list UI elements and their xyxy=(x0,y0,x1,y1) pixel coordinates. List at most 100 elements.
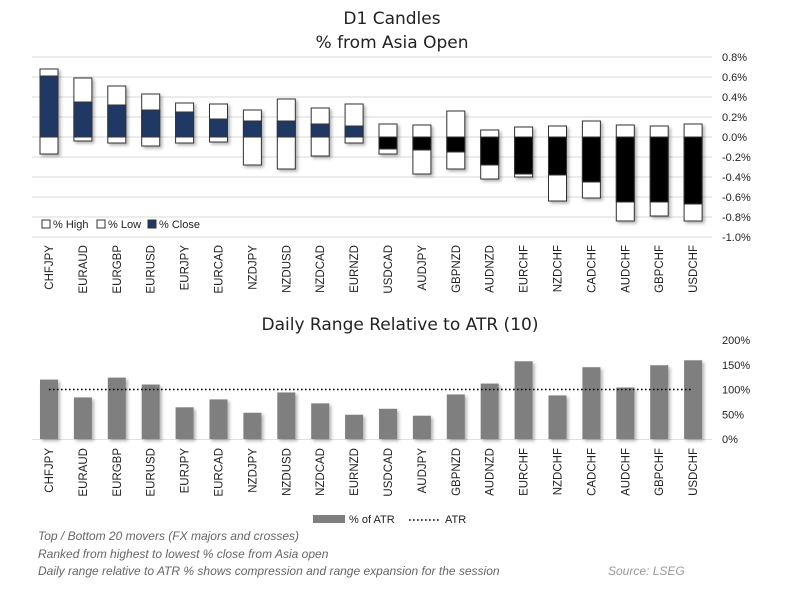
x-tick-label: EURJPY xyxy=(180,448,192,494)
legend-low-label: % Low xyxy=(108,219,141,231)
x-tick-label: GBPNZD xyxy=(451,245,463,293)
candle-close-body xyxy=(378,136,398,150)
candle-close-body xyxy=(514,136,534,175)
x-tick-label: NZDCHF xyxy=(553,245,565,292)
x-tick-label: NZDCHF xyxy=(553,448,565,495)
x-tick-label: GBPCHF xyxy=(654,245,666,293)
x-tick-label: EURCHF xyxy=(519,448,531,496)
y-tick-label: 200% xyxy=(722,335,750,347)
x-tick-label: CADCHF xyxy=(586,448,598,496)
candle-close-body xyxy=(175,111,195,138)
atr-bar xyxy=(480,383,499,439)
x-tick-label: CHFJPY xyxy=(44,245,56,290)
atr-bar xyxy=(684,360,703,439)
candle-close-body xyxy=(581,136,601,183)
x-tick-label: EURNZD xyxy=(349,245,361,293)
atr-x-axis: CHFJPY EURAUD EURGBP EURUSD EURJPY EURCAD NZDJ… xyxy=(44,448,700,497)
y-tick-label: 0.2% xyxy=(722,112,747,124)
atr-bar xyxy=(141,384,160,439)
y-tick-label: -0.2% xyxy=(722,152,751,164)
legend-high-swatch xyxy=(41,219,51,229)
candle-close-body xyxy=(107,104,127,138)
candles-legend: % High % Low % Close xyxy=(41,219,200,231)
legend-low-swatch xyxy=(96,219,106,229)
atr-bar xyxy=(616,387,635,439)
atr-bar xyxy=(650,365,669,439)
x-tick-label: NZDJPY xyxy=(247,245,259,290)
x-tick-label: NZDJPY xyxy=(247,448,259,493)
x-tick-label: USDCHF xyxy=(688,448,700,496)
x-tick-label: AUDCHF xyxy=(620,245,632,293)
atr-bar xyxy=(582,367,601,439)
candle-close-body xyxy=(141,109,161,138)
y-tick-label: -1.0% xyxy=(722,232,751,244)
x-tick-label: USDCHF xyxy=(688,245,700,293)
candles-title: D1 Candles xyxy=(343,9,440,29)
candle-close-body xyxy=(412,136,432,151)
y-tick-label: 0% xyxy=(722,434,738,446)
atr-bar xyxy=(379,408,397,439)
x-tick-label: EURCAD xyxy=(214,245,226,294)
atr-bar xyxy=(514,361,533,439)
x-tick-label: AUDNZD xyxy=(485,448,497,496)
atr-bar xyxy=(175,407,194,439)
atr-bar xyxy=(243,412,262,439)
candle-close-body xyxy=(446,136,466,153)
x-tick-label: EURAUD xyxy=(78,245,90,294)
candle-close-body xyxy=(276,120,296,138)
x-tick-label: EURUSD xyxy=(146,448,158,497)
candle-close-body xyxy=(480,136,500,166)
x-tick-label: AUDNZD xyxy=(485,245,497,293)
y-tick-label: 0.0% xyxy=(722,132,747,144)
legend-high-label: % High xyxy=(53,219,88,231)
legend-close-label: % Close xyxy=(159,219,200,231)
x-tick-label: AUDJPY xyxy=(417,245,429,291)
x-tick-label: EURCAD xyxy=(214,448,226,497)
candles-grid xyxy=(32,56,712,238)
candle-close-body xyxy=(39,75,59,138)
x-tick-label: EURUSD xyxy=(146,245,158,294)
y-tick-label: -0.4% xyxy=(722,172,751,184)
y-tick-label: 0.4% xyxy=(722,92,747,104)
atr-title: Daily Range Relative to ATR (10) xyxy=(262,315,539,335)
x-tick-label: EURCHF xyxy=(519,245,531,293)
atr-bar xyxy=(446,394,465,439)
y-tick-label: 100% xyxy=(722,385,750,397)
y-tick-label: -0.6% xyxy=(722,192,751,204)
note-3: Daily range relative to ATR % shows comp… xyxy=(38,564,500,578)
x-tick-label: NZDUSD xyxy=(281,448,293,496)
candles-x-axis: CHFJPY EURAUD EURGBP EURUSD EURJPY EURCAD NZDJ… xyxy=(44,245,700,294)
candle-close-body xyxy=(683,136,703,205)
candle-close-body xyxy=(310,123,330,138)
atr-y-axis: 200% 150% 100% 50% 0% xyxy=(722,335,750,446)
candle-close-body xyxy=(242,120,262,138)
x-tick-label: AUDCHF xyxy=(620,448,632,496)
atr-bar xyxy=(209,399,228,439)
atr-legend: % of ATR ATR xyxy=(313,514,466,526)
x-tick-label: USDCAD xyxy=(383,245,395,294)
y-tick-label: 0.6% xyxy=(722,72,747,84)
x-tick-label: CHFJPY xyxy=(44,448,56,493)
candle-close-body xyxy=(209,118,228,138)
x-tick-label: GBPNZD xyxy=(451,448,463,496)
candles-subtitle: % from Asia Open xyxy=(316,33,469,53)
note-2: Ranked from highest to lowest % close fr… xyxy=(38,547,329,561)
candle-close-body xyxy=(73,101,93,138)
note-1: Top / Bottom 20 movers (FX majors and cr… xyxy=(38,529,299,543)
x-tick-label: EURGBP xyxy=(112,245,124,294)
legend-atr-pct-swatch xyxy=(313,515,345,523)
atr-marks xyxy=(32,360,712,440)
y-tick-label: 150% xyxy=(722,360,750,372)
x-tick-label: NZDUSD xyxy=(281,245,293,293)
x-tick-label: EURJPY xyxy=(180,245,192,291)
x-tick-label: EURNZD xyxy=(349,448,361,496)
candle-close-body xyxy=(344,125,364,138)
legend-close-swatch xyxy=(147,219,157,229)
x-tick-label: AUDJPY xyxy=(417,448,429,494)
source-label: Source: LSEG xyxy=(608,564,685,578)
x-tick-label: EURAUD xyxy=(78,448,90,497)
x-tick-label: NZDCAD xyxy=(315,448,327,496)
candles-marks xyxy=(39,68,703,222)
atr-bar xyxy=(548,395,567,439)
